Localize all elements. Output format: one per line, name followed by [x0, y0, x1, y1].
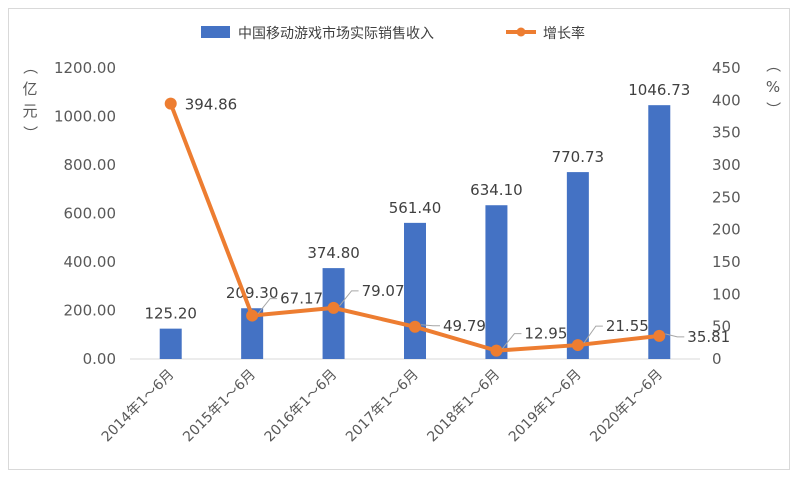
- chart-frame: [8, 8, 790, 470]
- y-right-unit-char: ）: [764, 101, 782, 116]
- y-left-unit-char: （: [21, 59, 39, 74]
- legend: 中国移动游戏市场实际销售收入 增长率: [201, 25, 585, 42]
- bar: [159, 328, 182, 359]
- legend-swatch-growth-marker: [516, 27, 526, 37]
- growth-labels: 394.86 67.17 79.07 49.79 12.95 21.55 35.81: [185, 96, 730, 349]
- y-left-unit-char: ）: [21, 125, 39, 140]
- growth-label-leader: [583, 325, 603, 344]
- y-left-unit-char: 元: [22, 102, 37, 120]
- x-tick-label: 2017年1～6月: [343, 367, 422, 446]
- y-left-unit-char: 亿: [22, 80, 37, 98]
- growth-point: [327, 301, 340, 314]
- bar: [485, 205, 508, 359]
- y-left-ticks: 0.00 200.00 400.00 600.00 800.00 1000.00 1200.…: [54, 59, 116, 368]
- y-right-tick-label: 0: [712, 350, 722, 368]
- y-right-tick-label: 450: [712, 59, 741, 77]
- growth-value-label: 67.17: [280, 290, 323, 308]
- x-tick-label: 2015年1～6月: [180, 367, 259, 446]
- x-tick-label: 2016年1～6月: [262, 367, 341, 446]
- growth-label-leader: [502, 333, 522, 349]
- y-right-tick-label: 150: [712, 253, 741, 271]
- growth-label-leader: [420, 324, 440, 327]
- bar-labels: 125.20 209.30 374.80 561.40 634.10 770.73 1046…: [144, 81, 690, 322]
- bar-value-label: 634.10: [470, 181, 523, 199]
- legend-label-revenue: 中国移动游戏市场实际销售收入: [238, 25, 434, 42]
- growth-label-leader: [339, 290, 359, 307]
- growth-value-label: 12.95: [524, 325, 567, 343]
- growth-point: [409, 320, 421, 333]
- y-right-tick-label: 100: [712, 285, 741, 303]
- y-right-tick-label: 350: [712, 124, 741, 142]
- bar: [241, 308, 264, 359]
- growth-value-label: 35.81: [687, 328, 730, 346]
- y-right-ticks: 0 50 100 150 200 250 300 350 400 450: [712, 59, 741, 368]
- growth-point: [246, 309, 259, 322]
- growth-point: [571, 339, 584, 352]
- growth-label-leader: [257, 298, 278, 314]
- bar-value-label: 374.80: [307, 244, 360, 262]
- legend-label-growth: 增长率: [543, 25, 585, 42]
- growth-point: [653, 329, 666, 342]
- bar: [648, 105, 671, 360]
- bar-value-label: 125.20: [144, 305, 197, 323]
- bar-value-label: 209.30: [226, 284, 279, 302]
- y-left-tick-label: 1200.00: [54, 59, 116, 77]
- growth-value-label: 21.55: [606, 317, 649, 335]
- x-tick-label: 2014年1～6月: [99, 367, 178, 446]
- x-ticks: 2014年1～6月 2015年1～6月 2016年1～6月 2017年1～6月 2018…: [99, 367, 666, 446]
- x-tick-label: 2020年1～6月: [587, 367, 666, 446]
- bar-value-label: 770.73: [552, 148, 605, 166]
- y-right-tick-label: 250: [712, 188, 741, 206]
- growth-point: [490, 344, 503, 357]
- y-right-unit-char: %: [766, 78, 780, 96]
- bar-value-label: 561.40: [389, 199, 442, 217]
- y-right-tick-label: 200: [712, 221, 741, 239]
- x-tick-label: 2018年1～6月: [424, 367, 503, 446]
- growth-value-label: 49.79: [443, 317, 486, 335]
- growth-line-group: [164, 97, 666, 357]
- growth-point: [164, 97, 177, 110]
- bar: [566, 172, 589, 359]
- x-tick-label: 2019年1～6月: [506, 367, 585, 446]
- y-right-unit: （% ）: [764, 57, 782, 116]
- y-right-tick-label: 300: [712, 156, 741, 174]
- legend-swatch-revenue: [201, 26, 230, 38]
- y-left-tick-label: 0.00: [83, 350, 116, 368]
- y-left-tick-label: 800.00: [64, 156, 117, 174]
- growth-value-label: 394.86: [185, 96, 238, 114]
- y-right-unit-char: （: [764, 57, 782, 72]
- y-left-unit: （ 亿元 ）: [21, 59, 39, 140]
- growth-label-leader: [665, 333, 685, 338]
- y-left-tick-label: 400.00: [64, 253, 117, 271]
- y-left-tick-label: 200.00: [64, 302, 117, 320]
- bar-value-label: 1046.73: [628, 81, 690, 99]
- y-left-tick-label: 1000.00: [54, 108, 116, 126]
- y-right-tick-label: 50: [712, 318, 731, 336]
- y-left-tick-label: 600.00: [64, 205, 117, 223]
- y-right-tick-label: 400: [712, 91, 741, 109]
- growth-value-label: 79.07: [362, 282, 405, 300]
- bar: [404, 222, 426, 359]
